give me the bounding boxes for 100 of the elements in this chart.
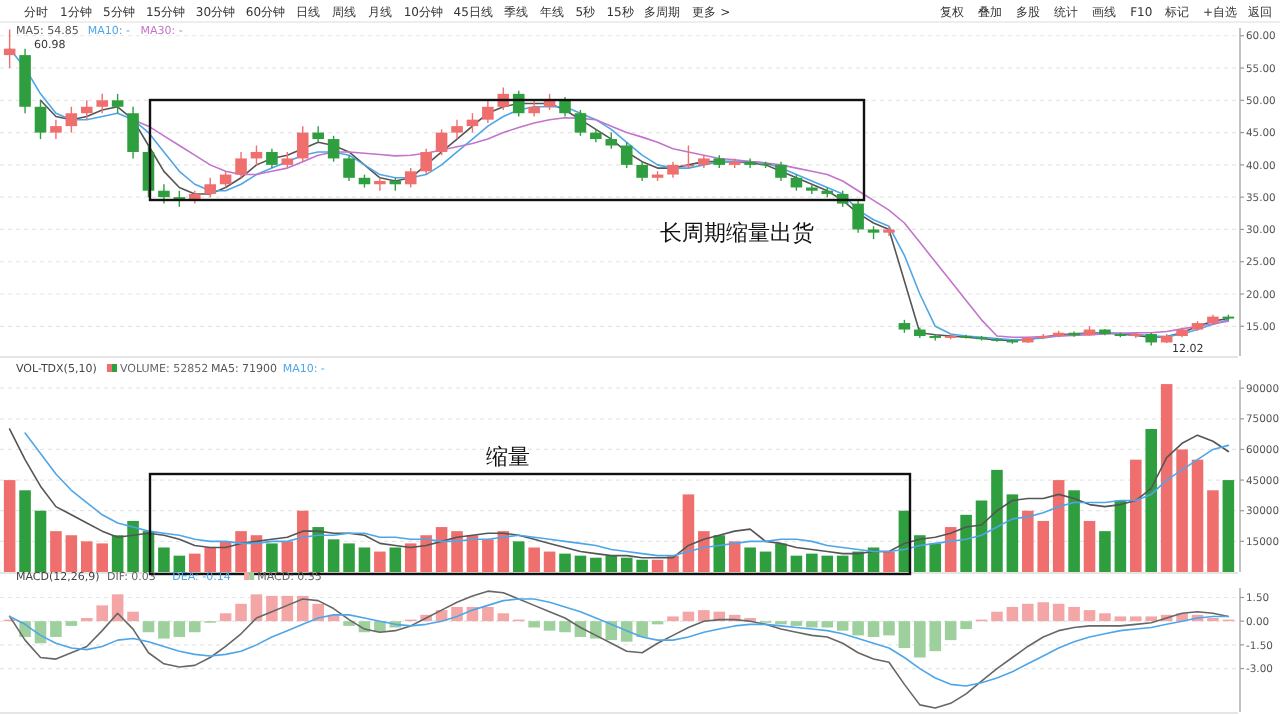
- candlestick: [50, 118, 62, 140]
- bar: [1130, 459, 1142, 572]
- bar: [991, 469, 1003, 572]
- bar: [358, 547, 371, 572]
- bar: [389, 547, 402, 572]
- bar: [158, 547, 170, 572]
- candlestick: [636, 160, 648, 182]
- candlestick: [482, 99, 494, 124]
- candlestick: [158, 183, 170, 205]
- bar: [374, 551, 386, 572]
- candlestick: [343, 154, 355, 182]
- bar: [266, 595, 278, 622]
- bar: [327, 539, 340, 572]
- bar: [142, 621, 155, 633]
- candlestick: [296, 125, 309, 163]
- bar: [728, 541, 741, 572]
- bar: [219, 613, 232, 622]
- candlestick: [404, 167, 417, 189]
- bar: [960, 621, 972, 630]
- bar: [1099, 531, 1111, 572]
- bar: [34, 510, 47, 572]
- bar: [574, 555, 587, 572]
- bar: [543, 621, 556, 631]
- bar: [173, 555, 186, 572]
- bar: [451, 531, 463, 572]
- bar: [836, 621, 849, 631]
- bar: [543, 551, 556, 572]
- bar: [296, 510, 309, 572]
- bar: [158, 621, 170, 639]
- bar: [1114, 500, 1127, 572]
- bar: [1207, 490, 1219, 572]
- bar: [3, 480, 16, 572]
- bar: [991, 611, 1003, 622]
- bar: [975, 500, 988, 572]
- bar: [1068, 606, 1080, 622]
- line-series: [8, 598, 1230, 687]
- candlestick: [235, 151, 247, 179]
- bar: [559, 553, 571, 572]
- bar: [1099, 613, 1111, 622]
- candlestick: [96, 93, 108, 114]
- bar: [235, 531, 247, 572]
- bar: [667, 555, 679, 572]
- bar: [744, 547, 756, 572]
- bar: [559, 621, 571, 633]
- bar: [636, 621, 648, 637]
- bar: [1083, 610, 1096, 622]
- bar: [1114, 616, 1127, 622]
- bar: [482, 539, 494, 572]
- candlestick: [111, 93, 124, 114]
- bar: [1052, 603, 1065, 622]
- candlestick: [65, 106, 78, 134]
- bar: [50, 621, 62, 637]
- candlestick: [574, 109, 587, 137]
- bar: [173, 621, 186, 637]
- annotation: 长周期缩量出货: [660, 220, 814, 246]
- bar: [1176, 449, 1188, 572]
- candlestick: [127, 106, 139, 160]
- candlestick: [620, 141, 633, 169]
- bar: [605, 555, 618, 572]
- bar: [1006, 494, 1019, 572]
- candlestick: [327, 135, 340, 163]
- bar: [497, 613, 510, 622]
- bar: [1160, 384, 1173, 572]
- line-series: [8, 590, 1230, 709]
- bar: [852, 551, 864, 572]
- bar: [111, 535, 124, 572]
- candlestick: [435, 128, 448, 156]
- bar: [466, 535, 479, 572]
- candlestick: [775, 160, 787, 182]
- candlestick: [34, 99, 47, 140]
- bar: [50, 531, 62, 572]
- bar: [682, 494, 695, 572]
- bar: [127, 611, 139, 622]
- bar: [512, 541, 525, 572]
- bar: [1068, 490, 1080, 572]
- candlestick: [204, 177, 216, 198]
- bar: [312, 527, 324, 572]
- bar: [435, 527, 448, 572]
- candlestick: [266, 148, 278, 169]
- candlestick: [744, 157, 756, 169]
- bar: [867, 547, 880, 572]
- bar: [944, 621, 957, 641]
- bar: [698, 531, 710, 572]
- bar: [1145, 429, 1158, 572]
- candlestick: [852, 199, 864, 234]
- bar: [759, 551, 772, 572]
- bar: [651, 559, 664, 572]
- bar: [528, 621, 540, 628]
- candlestick: [451, 118, 463, 140]
- bar: [266, 543, 278, 572]
- bar: [1191, 459, 1204, 572]
- bar: [852, 621, 864, 636]
- bar: [883, 621, 895, 636]
- candlestick: [559, 96, 571, 118]
- bar: [898, 621, 911, 649]
- bar: [528, 547, 540, 572]
- candlestick: [420, 148, 432, 176]
- candlestick: [374, 177, 386, 192]
- bar: [1052, 480, 1065, 572]
- bar: [1083, 520, 1096, 572]
